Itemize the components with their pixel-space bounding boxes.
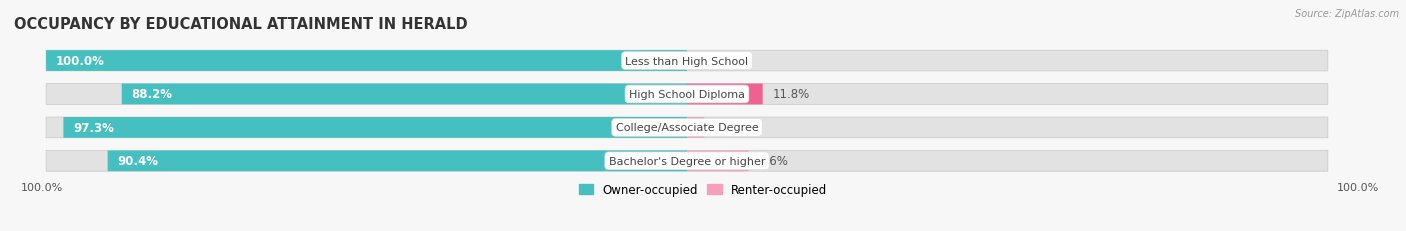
FancyBboxPatch shape — [688, 84, 762, 105]
Text: Less than High School: Less than High School — [626, 56, 748, 66]
Legend: Owner-occupied, Renter-occupied: Owner-occupied, Renter-occupied — [579, 183, 827, 196]
Text: Bachelor's Degree or higher: Bachelor's Degree or higher — [609, 156, 765, 166]
Text: 11.8%: 11.8% — [772, 88, 810, 101]
FancyBboxPatch shape — [108, 151, 688, 171]
Text: College/Associate Degree: College/Associate Degree — [616, 123, 758, 133]
Text: Source: ZipAtlas.com: Source: ZipAtlas.com — [1295, 9, 1399, 19]
Text: 88.2%: 88.2% — [131, 88, 173, 101]
FancyBboxPatch shape — [46, 51, 688, 72]
Text: High School Diploma: High School Diploma — [628, 90, 745, 100]
FancyBboxPatch shape — [46, 84, 1327, 105]
FancyBboxPatch shape — [46, 118, 1327, 138]
Text: OCCUPANCY BY EDUCATIONAL ATTAINMENT IN HERALD: OCCUPANCY BY EDUCATIONAL ATTAINMENT IN H… — [14, 17, 468, 32]
FancyBboxPatch shape — [63, 118, 688, 138]
Text: 9.6%: 9.6% — [758, 155, 787, 168]
FancyBboxPatch shape — [122, 84, 688, 105]
FancyBboxPatch shape — [46, 51, 1327, 72]
Text: 100.0%: 100.0% — [1337, 182, 1379, 192]
Text: 97.3%: 97.3% — [73, 121, 114, 134]
Text: 90.4%: 90.4% — [117, 155, 159, 168]
Text: 2.7%: 2.7% — [714, 121, 744, 134]
FancyBboxPatch shape — [688, 151, 748, 171]
FancyBboxPatch shape — [688, 118, 704, 138]
Text: 100.0%: 100.0% — [56, 55, 104, 68]
Text: 100.0%: 100.0% — [21, 182, 63, 192]
FancyBboxPatch shape — [46, 151, 1327, 171]
Text: 0.0%: 0.0% — [696, 55, 727, 68]
